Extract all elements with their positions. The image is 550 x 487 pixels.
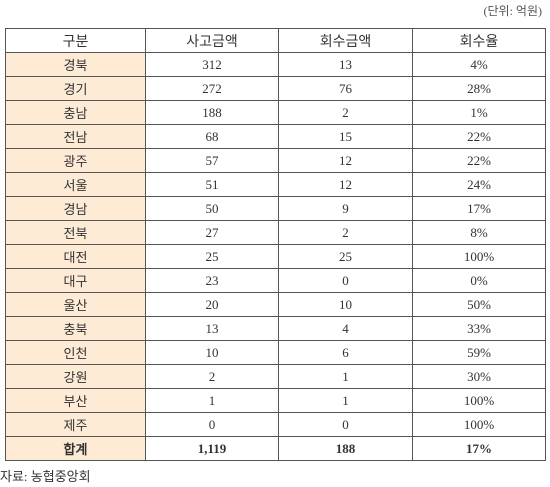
total-row: 합계 1,119 188 17% — [5, 436, 546, 461]
body-row: 대전 25 25 100% — [5, 244, 546, 269]
cell: 50% — [412, 292, 546, 317]
body-row: 광주 57 12 22% — [5, 148, 546, 173]
data-table: 구분 사고금액 회수금액 회수율 경북 312 13 4% 경기 272 76 28% 충남 188 2 1%… — [5, 28, 546, 461]
row-label: 대구 — [5, 268, 146, 293]
cell: 12 — [278, 148, 413, 173]
row-label: 울산 — [5, 292, 146, 317]
row-label: 인천 — [5, 340, 146, 365]
cell: 22% — [412, 148, 546, 173]
row-label: 경기 — [5, 76, 146, 101]
cell: 17% — [412, 436, 546, 461]
row-label: 부산 — [5, 388, 146, 413]
cell: 12 — [278, 172, 413, 197]
cell: 33% — [412, 316, 546, 341]
cell: 2 — [278, 100, 413, 125]
cell: 13 — [278, 52, 413, 77]
source-note: 자료: 농협중앙회 — [0, 469, 91, 484]
cell: 100% — [412, 244, 546, 269]
cell: 68 — [145, 124, 279, 149]
row-label: 경남 — [5, 196, 146, 221]
body-row: 경남 50 9 17% — [5, 196, 546, 221]
row-label: 충북 — [5, 316, 146, 341]
body-row: 충남 188 2 1% — [5, 100, 546, 125]
row-label: 충남 — [5, 100, 146, 125]
cell: 0 — [278, 268, 413, 293]
cell: 57 — [145, 148, 279, 173]
cell: 8% — [412, 220, 546, 245]
row-label: 구분 — [5, 28, 146, 53]
cell: 2 — [278, 220, 413, 245]
cell: 76 — [278, 76, 413, 101]
cell: 1,119 — [145, 436, 279, 461]
cell: 0% — [412, 268, 546, 293]
cell: 0 — [145, 412, 279, 437]
body-row: 울산 20 10 50% — [5, 292, 546, 317]
row-label: 합계 — [5, 436, 146, 461]
cell: 4 — [278, 316, 413, 341]
cell: 사고금액 — [145, 28, 279, 53]
cell: 4% — [412, 52, 546, 77]
cell: 1 — [278, 364, 413, 389]
row-label: 서울 — [5, 172, 146, 197]
body-row: 부산 1 1 100% — [5, 388, 546, 413]
cell: 50 — [145, 196, 279, 221]
row-label: 전남 — [5, 124, 146, 149]
cell: 10 — [145, 340, 279, 365]
cell: 1 — [145, 388, 279, 413]
cell: 6 — [278, 340, 413, 365]
body-row: 제주 0 0 100% — [5, 412, 546, 437]
cell: 25 — [278, 244, 413, 269]
cell: 10 — [278, 292, 413, 317]
cell: 20 — [145, 292, 279, 317]
cell: 회수금액 — [278, 28, 413, 53]
row-label: 강원 — [5, 364, 146, 389]
cell: 회수율 — [412, 28, 546, 53]
body-row: 경북 312 13 4% — [5, 52, 546, 77]
cell: 30% — [412, 364, 546, 389]
head-row: 구분 사고금액 회수금액 회수율 — [5, 28, 546, 53]
body-row: 전남 68 15 22% — [5, 124, 546, 149]
body-row: 강원 2 1 30% — [5, 364, 546, 389]
cell: 25 — [145, 244, 279, 269]
cell: 28% — [412, 76, 546, 101]
cell: 51 — [145, 172, 279, 197]
unit-note: (단위: 억원) — [483, 4, 543, 18]
cell: 27 — [145, 220, 279, 245]
cell: 1 — [278, 388, 413, 413]
cell: 59% — [412, 340, 546, 365]
row-label: 광주 — [5, 148, 146, 173]
row-label: 전북 — [5, 220, 146, 245]
cell: 188 — [145, 100, 279, 125]
cell: 100% — [412, 388, 546, 413]
cell: 24% — [412, 172, 546, 197]
body-row: 인천 10 6 59% — [5, 340, 546, 365]
cell: 2 — [145, 364, 279, 389]
row-label: 제주 — [5, 412, 146, 437]
cell: 312 — [145, 52, 279, 77]
cell: 0 — [278, 412, 413, 437]
body-row: 충북 13 4 33% — [5, 316, 546, 341]
cell: 272 — [145, 76, 279, 101]
cell: 22% — [412, 124, 546, 149]
body-row: 경기 272 76 28% — [5, 76, 546, 101]
cell: 188 — [278, 436, 413, 461]
body-row: 서울 51 12 24% — [5, 172, 546, 197]
cell: 13 — [145, 316, 279, 341]
row-label: 경북 — [5, 52, 146, 77]
cell: 100% — [412, 412, 546, 437]
cell: 23 — [145, 268, 279, 293]
cell: 1% — [412, 100, 546, 125]
body-row: 전북 27 2 8% — [5, 220, 546, 245]
body-row: 대구 23 0 0% — [5, 268, 546, 293]
cell: 15 — [278, 124, 413, 149]
row-label: 대전 — [5, 244, 146, 269]
cell: 17% — [412, 196, 546, 221]
cell: 9 — [278, 196, 413, 221]
